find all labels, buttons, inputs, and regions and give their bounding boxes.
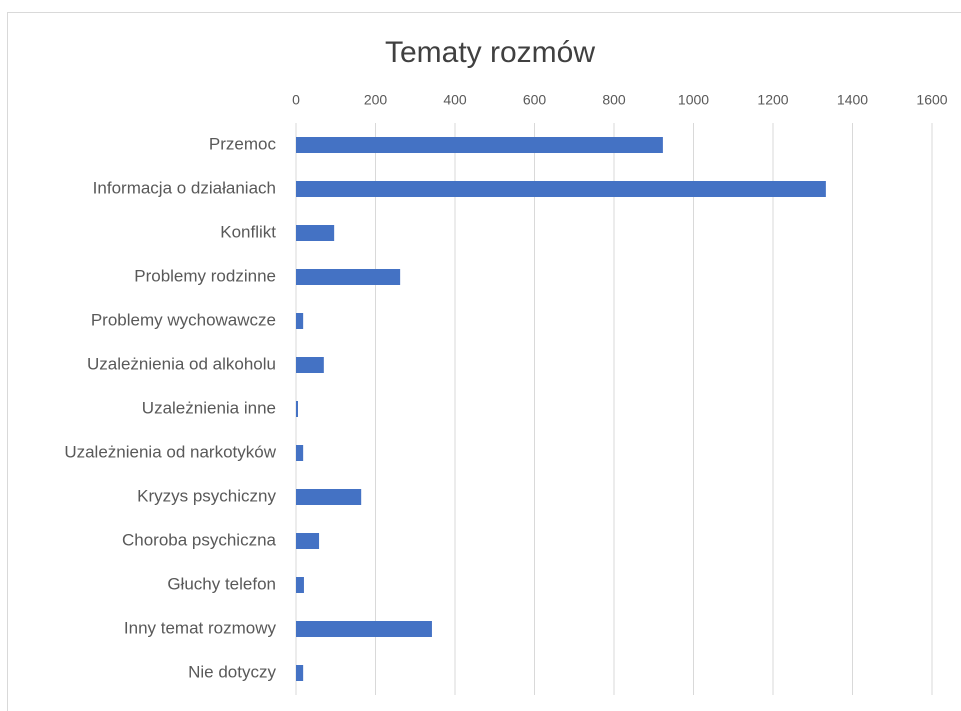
x-tick-label: 1200: [757, 92, 788, 108]
bar: [296, 269, 401, 285]
bar: [296, 621, 432, 637]
y-tick-label: Nie dotyczy: [188, 662, 276, 681]
bar: [296, 533, 320, 549]
y-tick-label: Uzależnienia od alkoholu: [87, 354, 276, 373]
y-tick-label: Głuchy telefon: [167, 574, 276, 593]
y-tick-label: Konflikt: [220, 222, 276, 241]
y-tick-label: Uzależnienia od narkotyków: [64, 442, 276, 461]
x-tick-label: 1000: [678, 92, 709, 108]
x-tick-label: 1400: [837, 92, 868, 108]
y-tick-label: Choroba psychiczna: [122, 530, 277, 549]
bar: [296, 401, 298, 417]
y-tick-label: Kryzys psychiczny: [137, 486, 276, 505]
y-tick-label: Przemoc: [209, 134, 277, 153]
bar: [296, 489, 362, 505]
y-tick-label: Informacja o działaniach: [93, 178, 276, 197]
bar: [296, 357, 324, 373]
bar: [296, 665, 304, 681]
bar: [296, 313, 304, 329]
bar: [296, 137, 663, 153]
x-tick-label: 200: [364, 92, 388, 108]
x-tick-label: 400: [443, 92, 467, 108]
y-tick-label: Problemy rodzinne: [134, 266, 276, 285]
x-tick-label: 800: [602, 92, 626, 108]
x-tick-label: 1600: [916, 92, 947, 108]
y-tick-label: Uzależnienia inne: [142, 398, 276, 417]
chart-frame: [7, 12, 961, 711]
bar: [296, 181, 826, 197]
x-tick-label: 600: [523, 92, 547, 108]
bar: [296, 225, 335, 241]
bar: [296, 577, 304, 593]
bar: [296, 445, 304, 461]
x-tick-label: 0: [292, 92, 300, 108]
chart-title: Tematy rozmów: [385, 36, 595, 69]
y-tick-label: Problemy wychowawcze: [91, 310, 276, 329]
y-tick-label: Inny temat rozmowy: [124, 618, 277, 637]
